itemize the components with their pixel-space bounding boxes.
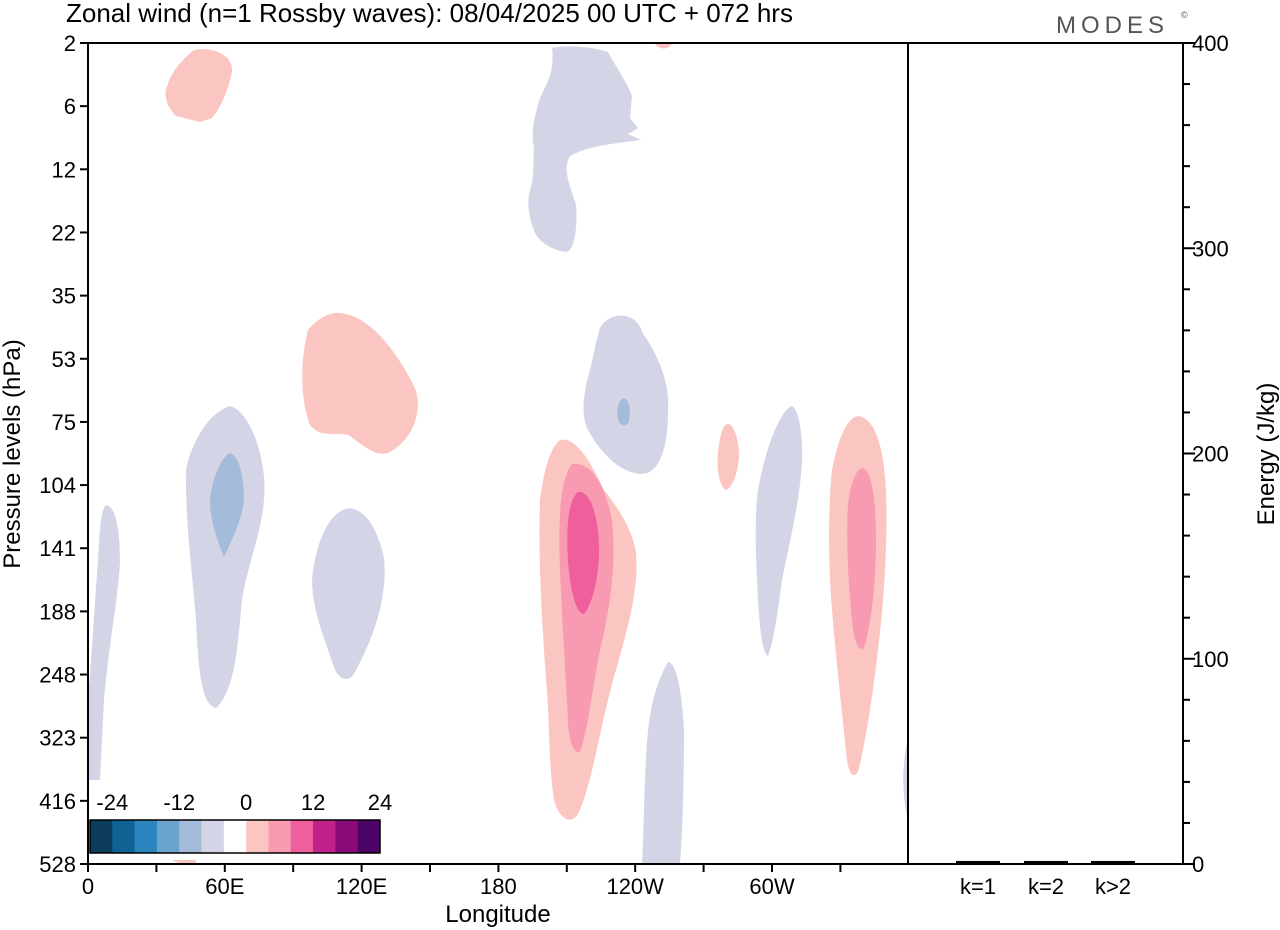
x-tick-label: 180 (480, 874, 517, 899)
y-axis-left: 2 6 12 22 35 53 75 104 141 188 248 323 416 528 (39, 31, 88, 877)
y-axis-label-right: Energy (J/kg) (1253, 383, 1280, 526)
contour-neg-60e (185, 406, 265, 708)
colorbar-label: 12 (301, 790, 325, 815)
energy-tick-label: 100 (1192, 647, 1229, 672)
energy-tick-label: 0 (1192, 852, 1204, 877)
energy-tick-label: 400 (1192, 31, 1229, 56)
colorbar: -24 -12 0 12 24 (84, 780, 392, 860)
brand-mark: © (1181, 10, 1188, 20)
y-axis-right: 0 100 200 300 400 (1183, 31, 1229, 877)
colorbar-swatch (112, 820, 136, 853)
contour-neg-0e (88, 505, 120, 830)
contour-neg-120e (312, 508, 385, 680)
colorbar-swatch (268, 820, 292, 853)
y-tick-label: 53 (52, 347, 76, 372)
y-tick-label: 248 (39, 663, 76, 688)
colorbar-label: 0 (240, 790, 252, 815)
energy-category-label: k=1 (960, 874, 996, 899)
y-tick-label: 6 (64, 94, 76, 119)
colorbar-label: -12 (163, 790, 195, 815)
y-tick-label: 416 (39, 789, 76, 814)
contour-neg-75hpa (583, 315, 669, 475)
y-tick-label: 75 (52, 410, 76, 435)
x-tick-label: 60E (205, 874, 244, 899)
colorbar-swatch (90, 820, 113, 853)
colorbar-swatch (134, 820, 158, 853)
colorbar-swatch (313, 820, 336, 853)
contour-neg-mid-60e (210, 453, 244, 557)
colorbar-swatch (179, 820, 203, 853)
y-tick-label: 104 (39, 473, 76, 498)
contour-pos-strong-170w (567, 491, 600, 614)
colorbar-swatch (246, 820, 269, 853)
y-tick-label: 2 (64, 31, 76, 56)
y-tick-label: 12 (52, 157, 76, 182)
contour-pos-stratosphere (165, 49, 233, 122)
energy-bar (1024, 860, 1068, 863)
energy-bar (956, 860, 1000, 863)
contour-plot (88, 44, 908, 864)
y-tick-label: 323 (39, 726, 76, 751)
contour-pos-80w (717, 424, 739, 490)
colorbar-frame (89, 819, 381, 854)
y-tick-label: 35 (52, 284, 76, 309)
colorbar-swatch (335, 820, 359, 853)
colorbar-swatch (223, 820, 247, 853)
x-tick-label: 0 (82, 874, 94, 899)
x-tick-label: 120E (336, 874, 387, 899)
x-axis: 0 60E 120E 180 120W 60W (82, 864, 842, 899)
energy-tick-label: 300 (1192, 236, 1229, 261)
contour-neg-edge (903, 740, 908, 820)
energy-category-label: k=2 (1028, 874, 1064, 899)
y-axis-label-left: Pressure levels (hPa) (0, 339, 26, 568)
y-tick-label: 188 (39, 599, 76, 624)
contour-pos-100e (302, 312, 418, 454)
y-tick-label: 141 (39, 536, 76, 561)
colorbar-swatch (156, 820, 180, 853)
contour-neg-stratosphere (528, 46, 641, 252)
x-tick-label: 60W (749, 874, 794, 899)
contour-pos-top (655, 44, 672, 49)
colorbar-swatch (357, 820, 381, 853)
colorbar-swatch (290, 820, 314, 853)
energy-category-label: k>2 (1095, 874, 1131, 899)
colorbar-label: 24 (368, 790, 392, 815)
contour-neg-mid-75hpa (617, 398, 630, 426)
x-tick-label: 120W (606, 874, 664, 899)
y-tick-label: 22 (52, 220, 76, 245)
energy-bars: k=1 k=2 k>2 (956, 860, 1135, 899)
x-axis-label: Longitude (445, 901, 550, 928)
colorbar-swatch (201, 820, 225, 853)
y-tick-label: 528 (39, 852, 76, 877)
energy-bar (1091, 860, 1135, 863)
colorbar-label: -24 (96, 790, 128, 815)
chart-title: Zonal wind (n=1 Rossby waves): 08/04/202… (66, 0, 793, 28)
contour-neg-70w (755, 406, 803, 656)
energy-plot-frame (907, 42, 1184, 865)
brand-logo: MODES (1056, 12, 1169, 39)
contour-pos-mid-20w (847, 468, 876, 649)
energy-tick-label: 200 (1192, 442, 1229, 467)
contour-neg-100w-low (642, 662, 684, 864)
